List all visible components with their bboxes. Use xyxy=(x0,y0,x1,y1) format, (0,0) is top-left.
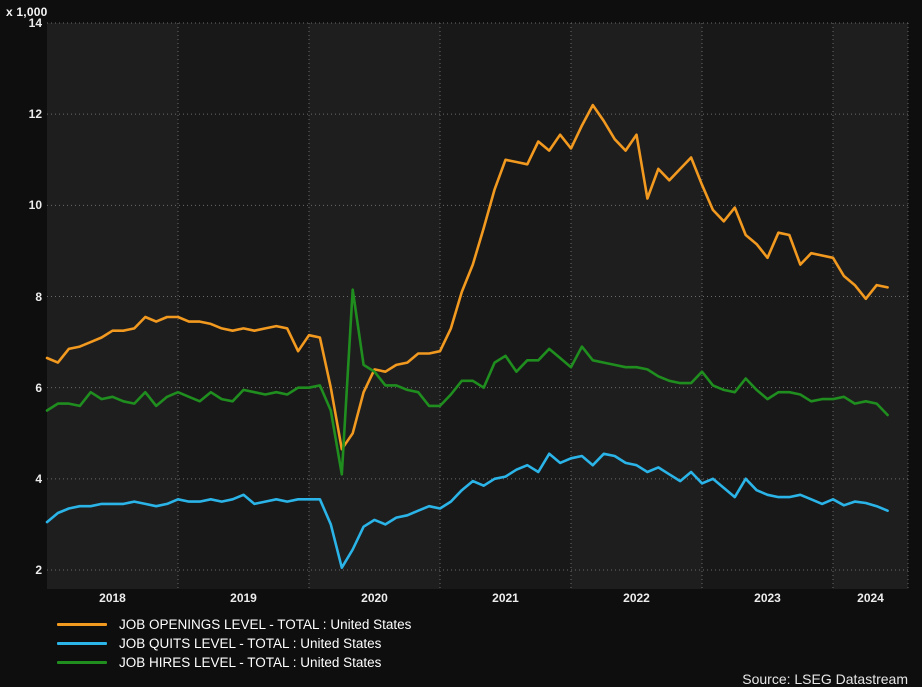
legend-row-quits: JOB QUITS LEVEL - TOTAL : United States xyxy=(57,634,411,653)
y-tick-label: 12 xyxy=(28,107,42,122)
axis-unit-label: x 1,000 xyxy=(6,5,48,19)
y-tick-label: 4 xyxy=(35,471,42,486)
y-tick-label: 8 xyxy=(35,289,42,304)
legend-label-openings: JOB OPENINGS LEVEL - TOTAL : United Stat… xyxy=(119,617,412,632)
x-tick-label: 2023 xyxy=(754,591,781,605)
x-tick-label: 2021 xyxy=(492,591,519,605)
legend-row-openings: JOB OPENINGS LEVEL - TOTAL : United Stat… xyxy=(57,615,411,634)
legend-row-hires: JOB HIRES LEVEL - TOTAL : United States xyxy=(57,653,411,672)
source-attribution: Source: LSEG Datastream xyxy=(742,671,908,687)
quits-line-swatch xyxy=(57,642,107,645)
x-tick-label: 2020 xyxy=(361,591,388,605)
legend-label-quits: JOB QUITS LEVEL - TOTAL : United States xyxy=(119,636,382,651)
legend-label-hires: JOB HIRES LEVEL - TOTAL : United States xyxy=(119,655,382,670)
y-tick-label: 6 xyxy=(35,380,42,395)
y-tick-label: 2 xyxy=(35,563,42,577)
legend: JOB OPENINGS LEVEL - TOTAL : United Stat… xyxy=(57,615,411,672)
x-tick-label: 2022 xyxy=(623,591,650,605)
hires-line-swatch xyxy=(57,661,107,664)
y-tick-label: 10 xyxy=(28,198,42,213)
x-tick-label: 2019 xyxy=(230,591,257,605)
x-tick-label: 2024 xyxy=(857,591,884,605)
x-tick-label: 2018 xyxy=(99,591,126,605)
openings-line-swatch xyxy=(57,623,107,626)
y-tick-label: 14 xyxy=(28,16,42,30)
